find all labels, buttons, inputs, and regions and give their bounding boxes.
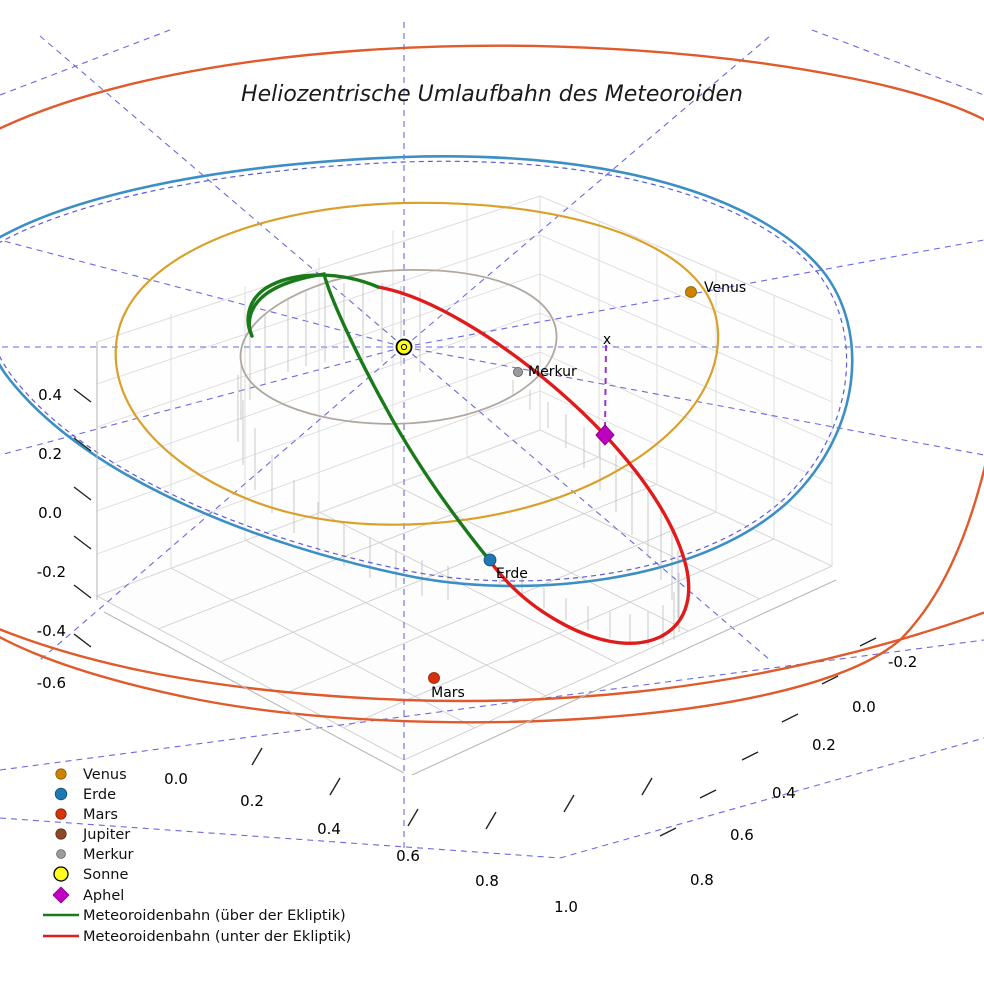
legend-label-mars: Mars [83, 807, 118, 823]
mars-legend-icon [55, 808, 67, 820]
legend-item-meteoroid-above[interactable]: Meteoroidenbahn (über der Ekliptik) [43, 908, 346, 924]
merkur-marker [513, 366, 524, 377]
orbit-merkur [239, 269, 558, 425]
legend-label-merkur: Merkur [83, 847, 134, 863]
x-tick-3: 0.6 [396, 847, 420, 865]
orbit-venus [114, 201, 720, 526]
legend-label-sonne: Sonne [83, 867, 128, 883]
x-tick-1: 0.2 [240, 792, 264, 810]
venus-legend-icon [55, 768, 67, 780]
sonne-marker-core [400, 343, 408, 351]
legend-label-venus: Venus [83, 767, 127, 783]
mars-label: Mars [431, 685, 465, 701]
x-tick-2: 0.4 [317, 820, 341, 838]
erde-marker [483, 553, 497, 567]
z-tick-1: 0.2 [38, 445, 62, 463]
z-tick-3: -0.2 [37, 563, 66, 581]
page-title: Heliozentrische Umlaufbahn des Meteoroid… [241, 82, 743, 107]
legend-item-aphel[interactable]: Aphel [52, 886, 124, 904]
legend-label-aphel: Aphel [83, 888, 124, 904]
orbit-dropline-stems [237, 282, 680, 645]
aphel-projection-x-icon: x [603, 332, 611, 348]
legend-item-venus[interactable]: Venus [55, 767, 127, 783]
z-tick-0: 0.4 [38, 386, 62, 404]
erde-label: Erde [496, 566, 528, 582]
meteoroid-orbit-below-ecliptic [376, 285, 691, 645]
y-tick-0: -0.2 [888, 653, 917, 671]
jupiter-legend-icon [55, 828, 67, 840]
x-tick-4: 0.8 [475, 872, 499, 890]
x-tick-5: 1.0 [554, 898, 578, 916]
legend-label-jupiter: Jupiter [82, 827, 130, 843]
x-axis-tick-labels: 0.0 0.2 0.4 0.6 0.8 1.0 [164, 770, 578, 916]
x-tick-0: 0.0 [164, 770, 188, 788]
legend-item-meteoroid-below[interactable]: Meteoroidenbahn (unter der Ekliptik) [43, 929, 351, 945]
y-tick-3: 0.4 [772, 784, 796, 802]
merkur-legend-icon [56, 849, 66, 859]
legend-item-sonne[interactable]: Sonne [53, 866, 128, 883]
legend-item-merkur[interactable]: Merkur [56, 847, 134, 863]
sonne-legend-icon [53, 866, 69, 882]
x-axis-ticks [251, 747, 653, 830]
legend-item-mars[interactable]: Mars [55, 807, 118, 823]
y-tick-1: 0.0 [852, 698, 876, 716]
y-tick-4: 0.6 [730, 826, 754, 844]
legend-label-meteoroid-below: Meteoroidenbahn (unter der Ekliptik) [83, 929, 351, 945]
z-tick-4: -0.4 [37, 622, 66, 640]
z-axis-tick-labels: 0.4 0.2 0.0 -0.2 -0.4 -0.6 [37, 386, 66, 692]
erde-legend-icon [54, 787, 68, 801]
aphel-marker [595, 424, 615, 446]
orbit-earth [0, 155, 854, 588]
mars-marker [428, 672, 440, 684]
axis-lines [96, 342, 837, 776]
aphel-projection-line [604, 344, 607, 433]
z-tick-5: -0.6 [37, 674, 66, 692]
venus-marker [685, 286, 697, 298]
left-wall-grid [96, 195, 541, 597]
y-tick-2: 0.2 [812, 736, 836, 754]
legend-label-meteoroid-above: Meteoroidenbahn (über der Ekliptik) [83, 908, 346, 924]
y-axis-ticks [659, 637, 877, 837]
planet-markers: Venus Erde Mars Merkur [395, 280, 746, 701]
reference-lines [0, 22, 984, 860]
meteoroid-orbit-above-ecliptic [247, 272, 492, 563]
z-axis-ticks [73, 388, 92, 648]
aphel-group: x [595, 332, 615, 446]
orbit-mars [0, 44, 984, 724]
legend-item-erde[interactable]: Erde [54, 787, 116, 803]
z-tick-2: 0.0 [38, 504, 62, 522]
legend-label-erde: Erde [83, 787, 116, 803]
y-tick-5: 0.8 [690, 871, 714, 889]
legend-item-jupiter[interactable]: Jupiter [55, 827, 131, 843]
aphel-legend-icon [52, 886, 70, 904]
merkur-label: Merkur [528, 364, 577, 380]
y-axis-tick-labels: -0.2 0.0 0.2 0.4 0.6 0.8 [690, 653, 917, 889]
legend: Venus Erde Mars Jupiter Merkur Sonne [43, 767, 351, 945]
venus-label: Venus [704, 280, 746, 296]
meteoroid-orbit-above-ecliptic-2 [246, 273, 380, 338]
orbit-mars-lower [0, 611, 984, 703]
